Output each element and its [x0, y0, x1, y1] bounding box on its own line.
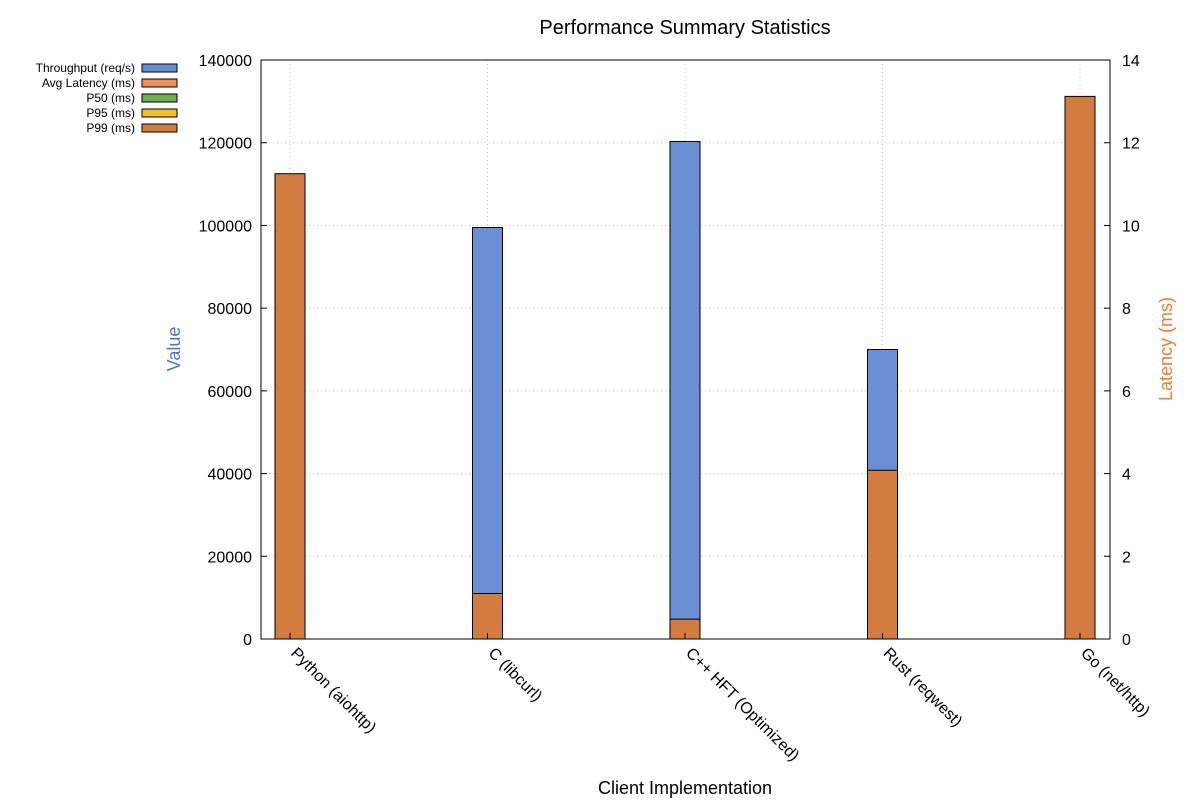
- y2-axis-ticks: 0 2 4 6 8 10 12 14: [1104, 53, 1140, 649]
- y-tick-label: 140000: [199, 53, 252, 70]
- y-tick-label: 80000: [208, 301, 253, 318]
- legend-label: Throughput (req/s): [36, 61, 135, 75]
- y2-tick-label: 14: [1122, 53, 1140, 70]
- legend-swatch: [141, 123, 178, 133]
- y2-tick-label: 8: [1122, 301, 1131, 318]
- legend: Throughput (req/s)Avg Latency (ms)P50 (m…: [36, 61, 178, 135]
- bar: [1064, 95, 1096, 640]
- legend-label: P95 (ms): [86, 106, 135, 120]
- y2-tick-label: 2: [1122, 549, 1131, 566]
- legend-swatch: [141, 78, 178, 88]
- legend-swatch: [141, 63, 178, 73]
- y2-tick-label: 6: [1122, 384, 1131, 401]
- y-axis-ticks: 0 20000 40000 60000 80000 100000 120000 140000: [199, 53, 267, 649]
- legend-label: Avg Latency (ms): [42, 76, 135, 90]
- y2-tick-label: 4: [1122, 467, 1131, 484]
- x-tick-label: C++ HFT (Optimized): [682, 645, 802, 765]
- x-tick-label: Rust (reqwest): [880, 645, 966, 731]
- bar: [472, 593, 503, 640]
- y-tick-label: 20000: [208, 549, 253, 566]
- bar: [472, 226, 503, 640]
- y-tick-label: 100000: [199, 218, 252, 235]
- legend-label: P99 (ms): [86, 121, 135, 135]
- x-axis-ticks: Python (aiohttp) C (libcurl) C++ HFT (Opti…: [287, 633, 1153, 765]
- legend-swatch: [141, 108, 178, 118]
- y2-tick-label: 10: [1122, 218, 1140, 235]
- bar: [867, 469, 898, 640]
- y-tick-label: 0: [243, 632, 252, 649]
- y-tick-label: 60000: [208, 384, 253, 401]
- bar: [274, 173, 306, 640]
- chart-title: Performance Summary Statistics: [539, 17, 830, 39]
- x-tick-label: Python (aiohttp): [287, 645, 379, 737]
- y-tick-label: 120000: [199, 136, 252, 153]
- x-axis-label: Client Implementation: [598, 778, 772, 798]
- x-tick-label: Go (net/http): [1077, 645, 1153, 721]
- bars: [274, 95, 1096, 640]
- y2-tick-label: 12: [1122, 136, 1140, 153]
- legend-label: P50 (ms): [86, 91, 135, 105]
- y2-axis-label: Latency (ms): [1156, 297, 1176, 401]
- bar: [669, 140, 701, 640]
- y2-tick-label: 0: [1122, 632, 1131, 649]
- y-tick-label: 40000: [208, 467, 253, 484]
- legend-swatch: [141, 93, 178, 103]
- y-axis-label: Value: [164, 327, 184, 372]
- x-tick-label: C (libcurl): [485, 645, 545, 705]
